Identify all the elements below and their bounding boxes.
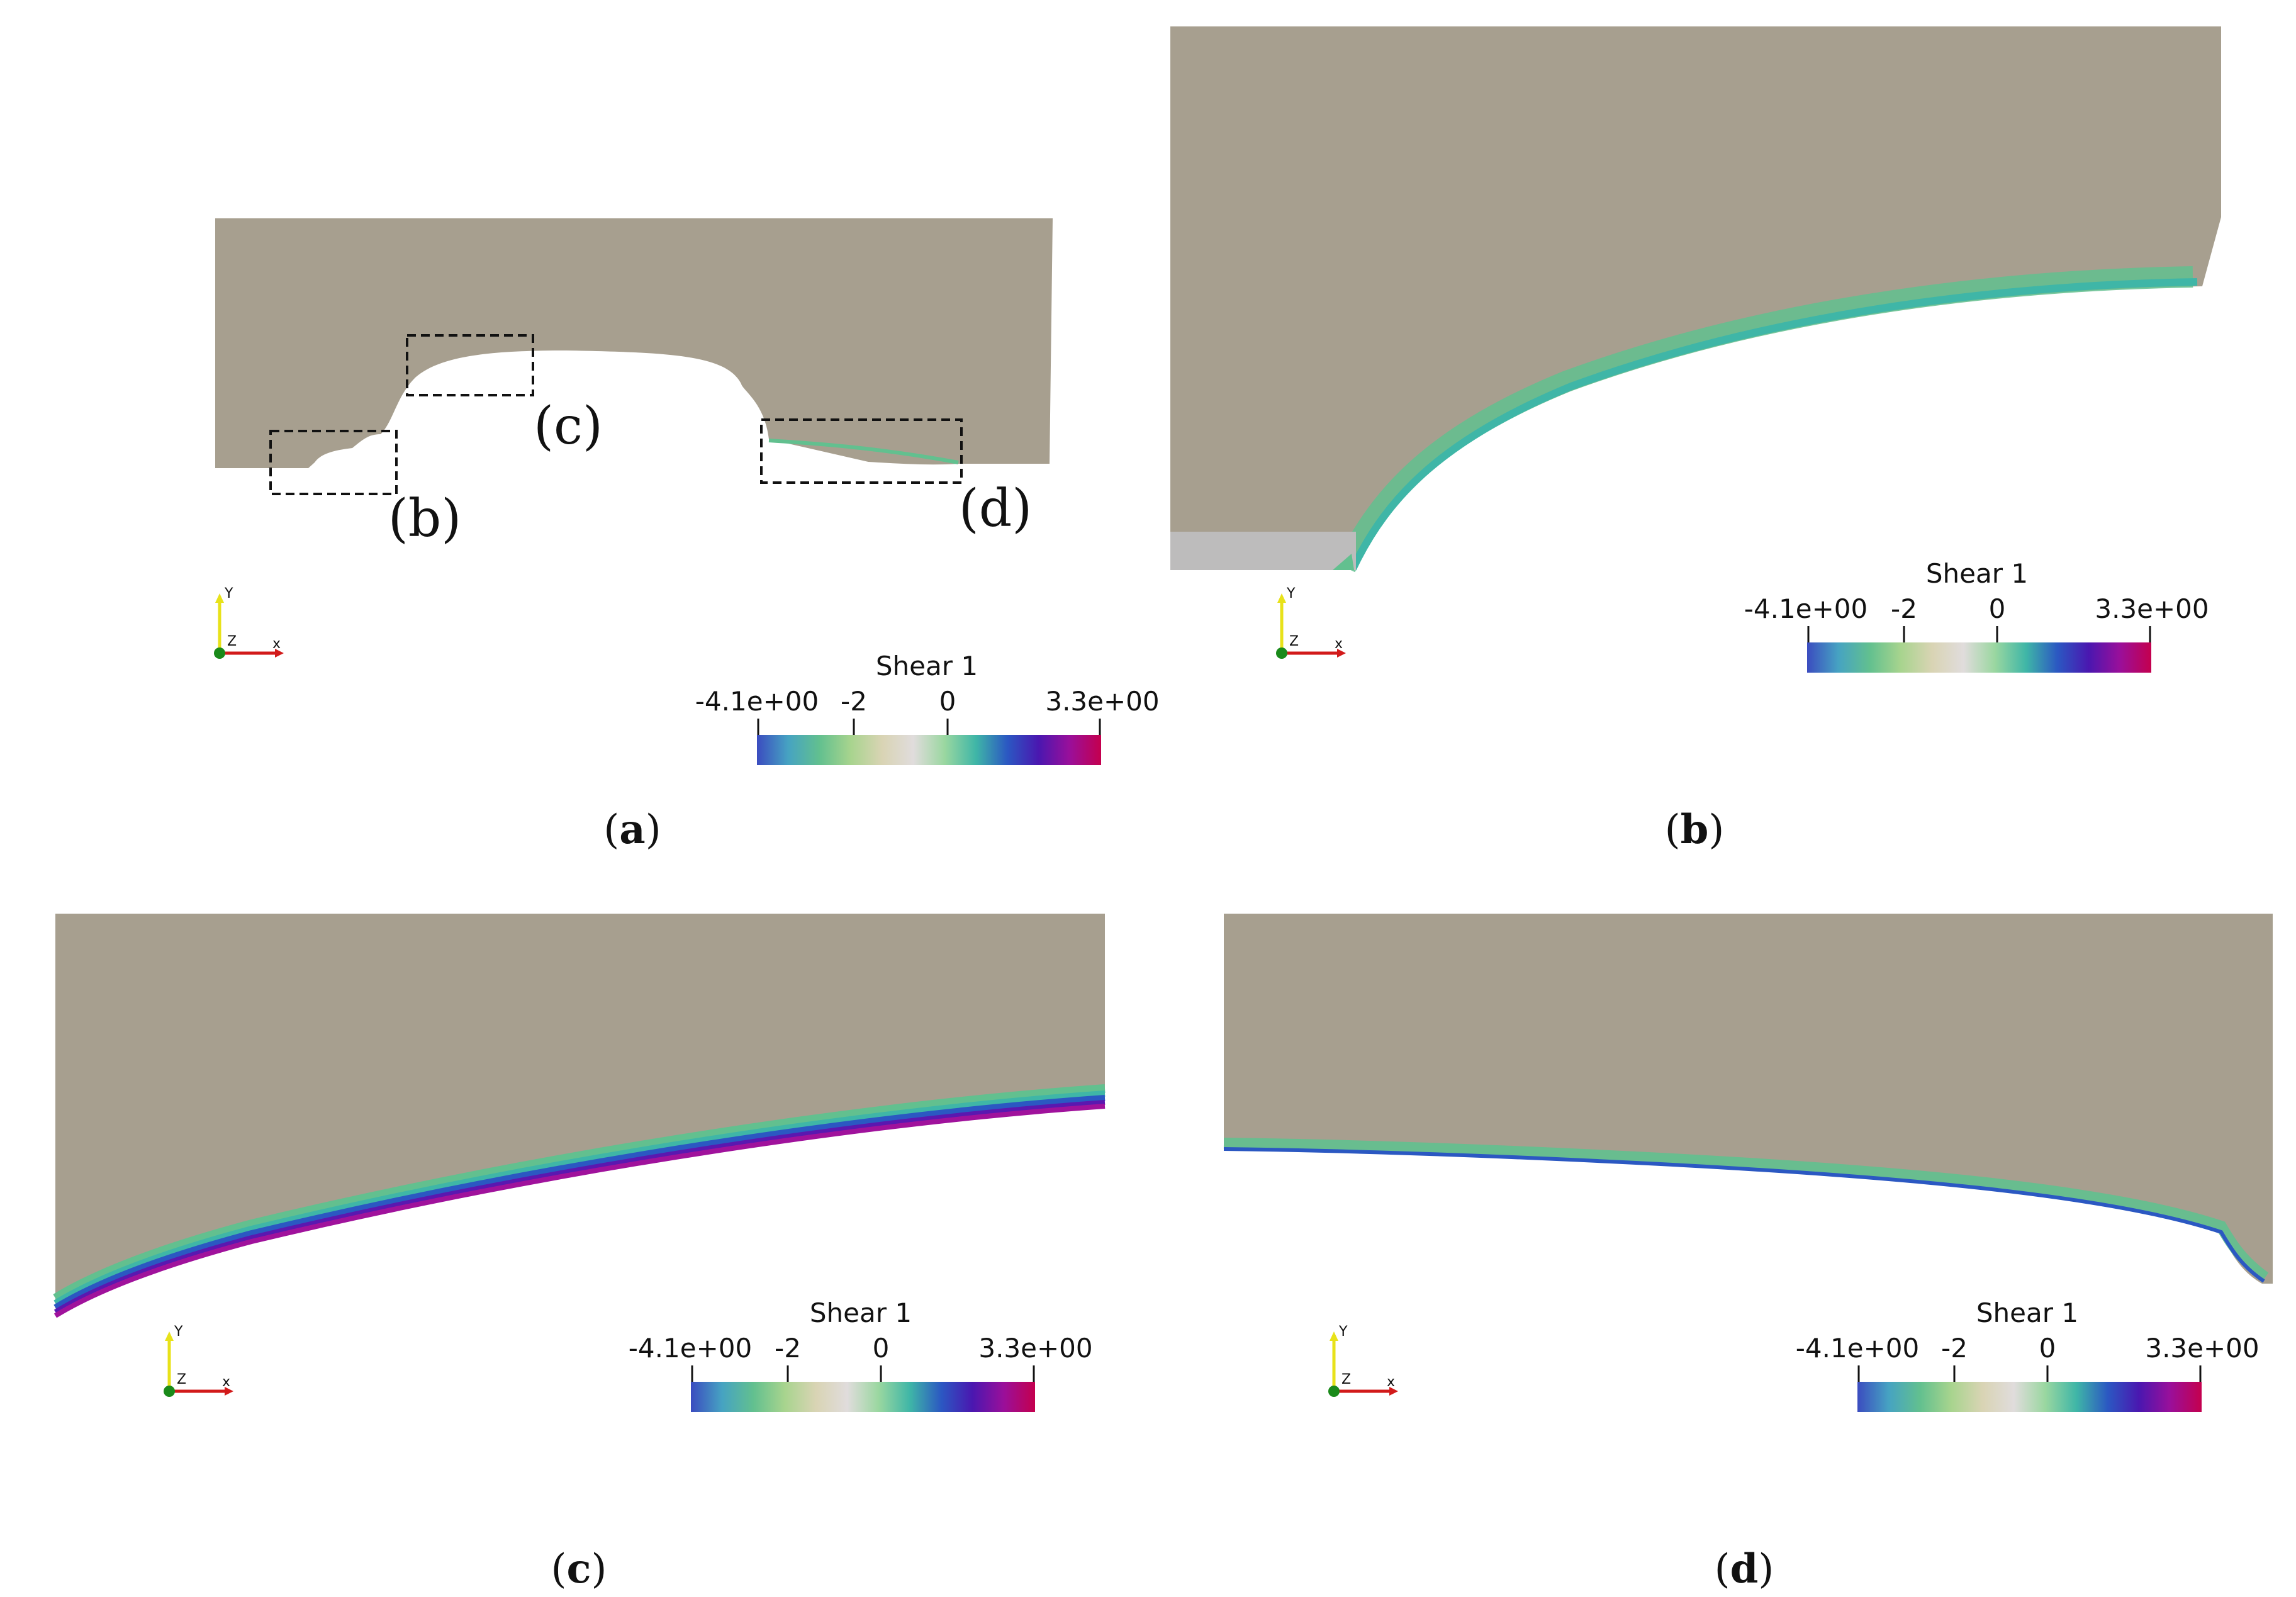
axis-label-y: Y xyxy=(1286,586,1296,602)
callout-label-c: (c) xyxy=(534,396,603,456)
zoom-box-b xyxy=(269,430,398,495)
layer-purple xyxy=(53,1100,1106,1314)
colorbar-bar xyxy=(1807,642,2151,673)
panel-caption-d: (d) xyxy=(1715,1545,1774,1593)
axis-label-y: Y xyxy=(224,586,233,602)
colorbar-bar xyxy=(757,735,1101,765)
colorbar-title: Shear 1 xyxy=(876,651,978,681)
colorbar-tick-label-neg2: -2 xyxy=(841,686,867,717)
axes-triad: Y Z x xyxy=(1328,1324,1398,1397)
colorbar-title: Shear 1 xyxy=(810,1297,912,1328)
y-axis-arrowhead xyxy=(1277,593,1286,603)
layer-blue xyxy=(1223,1147,2265,1283)
layer-magenta xyxy=(53,1104,1106,1318)
colorbar-bar xyxy=(691,1382,1035,1412)
colorbar: Shear 1 -4.1e+00 -2 0 3.3e+00 xyxy=(629,1297,1093,1412)
layer-blue xyxy=(53,1095,1106,1311)
axis-label-z: Z xyxy=(1289,634,1299,649)
axis-label-x: x xyxy=(272,636,281,652)
colorbar-tick-label-neg2: -2 xyxy=(775,1333,801,1364)
colorbar: Shear 1 -4.1e+00 -2 0 3.3e+00 xyxy=(695,651,1160,765)
boundary-layer xyxy=(768,439,959,464)
boundary-layer xyxy=(1335,266,2193,573)
colorbar-min-label: -4.1e+00 xyxy=(1796,1333,1919,1364)
panel-d: Y Z x Shear 1 -4.1e+00 -2 0 3.3e+00 (d) xyxy=(1223,914,2273,1593)
x-axis-arrowhead xyxy=(1337,649,1346,658)
x-axis-arrowhead xyxy=(275,649,284,658)
panel-caption-c: (c) xyxy=(551,1545,607,1593)
z-axis-dot xyxy=(164,1386,175,1397)
y-axis-arrowhead xyxy=(215,593,224,603)
colorbar-title: Shear 1 xyxy=(1926,558,2028,589)
colorbar-tick-label-neg2: -2 xyxy=(1891,593,1917,624)
axis-label-z: Z xyxy=(1341,1372,1351,1387)
zoom-box-d xyxy=(760,418,963,484)
axes-triad: Y Z x xyxy=(164,1324,233,1397)
colorbar-min-label: -4.1e+00 xyxy=(1744,593,1868,624)
colorbar-max-label: 3.3e+00 xyxy=(2095,593,2209,624)
callout-label-d: (d) xyxy=(959,479,1032,539)
inflow-corner xyxy=(1333,554,1354,570)
axis-label-x: x xyxy=(222,1374,230,1390)
colorbar-max-label: 3.3e+00 xyxy=(978,1333,1092,1364)
axis-label-z: Z xyxy=(227,634,237,649)
colorbar-tick-label-neg2: -2 xyxy=(1941,1333,1968,1364)
x-axis-arrowhead xyxy=(225,1387,233,1396)
callout-label-b: (b) xyxy=(388,489,461,549)
axes-triad: Y Z x xyxy=(1276,586,1346,659)
colorbar-max-label: 3.3e+00 xyxy=(2145,1333,2259,1364)
axes-triad: Y Z x xyxy=(214,586,284,659)
colorbar-tick-label-0: 0 xyxy=(2039,1333,2056,1364)
panel-b: Y Z x Shear 1 -4.1e+00 -2 0 3.3e+00 (b) xyxy=(1170,26,2221,853)
layer-green xyxy=(53,1084,1106,1302)
domain-solid xyxy=(1224,914,2273,1284)
panel-caption-b: (b) xyxy=(1665,806,1725,853)
colorbar-min-label: -4.1e+00 xyxy=(695,686,819,717)
z-axis-dot xyxy=(214,647,225,659)
panel-caption-a: (a) xyxy=(603,806,661,853)
panel-c: Y Z x Shear 1 -4.1e+00 -2 0 3.3e+00 (c) xyxy=(53,914,1106,1593)
colorbar-tick-label-0: 0 xyxy=(939,686,956,717)
axis-label-x: x xyxy=(1335,636,1343,652)
zoom-box-c xyxy=(406,334,534,396)
y-axis-arrowhead xyxy=(165,1331,174,1341)
axis-label-y: Y xyxy=(174,1324,183,1340)
axis-label-x: x xyxy=(1387,1374,1395,1390)
boundary-layer-edge xyxy=(1349,278,2198,571)
colorbar-bar xyxy=(1857,1382,2202,1412)
domain-solid xyxy=(215,218,1053,468)
colorbar-min-label: -4.1e+00 xyxy=(629,1333,752,1364)
x-axis-arrowhead xyxy=(1389,1387,1398,1396)
z-axis-dot xyxy=(1328,1386,1340,1397)
axis-label-z: Z xyxy=(177,1372,186,1387)
colorbar: Shear 1 -4.1e+00 -2 0 3.3e+00 xyxy=(1796,1297,2260,1412)
colorbar-max-label: 3.3e+00 xyxy=(1045,686,1159,717)
colorbar: Shear 1 -4.1e+00 -2 0 3.3e+00 xyxy=(1744,558,2209,673)
colorbar-tick-label-0: 0 xyxy=(873,1333,890,1364)
lower-strip xyxy=(1170,532,1356,570)
axis-label-y: Y xyxy=(1338,1324,1348,1340)
layer-teal xyxy=(53,1090,1106,1306)
y-axis-arrowhead xyxy=(1330,1331,1338,1341)
z-axis-dot xyxy=(1276,647,1287,659)
colorbar-tick-label-0: 0 xyxy=(1989,593,2006,624)
layer-green xyxy=(1223,1138,2269,1282)
colorbar-title: Shear 1 xyxy=(1976,1297,2078,1328)
panel-a: (b) (c) (d) Y Z x Shear 1 -4.1e+00 -2 0 … xyxy=(214,218,1160,853)
domain-cutout xyxy=(1356,217,2221,570)
